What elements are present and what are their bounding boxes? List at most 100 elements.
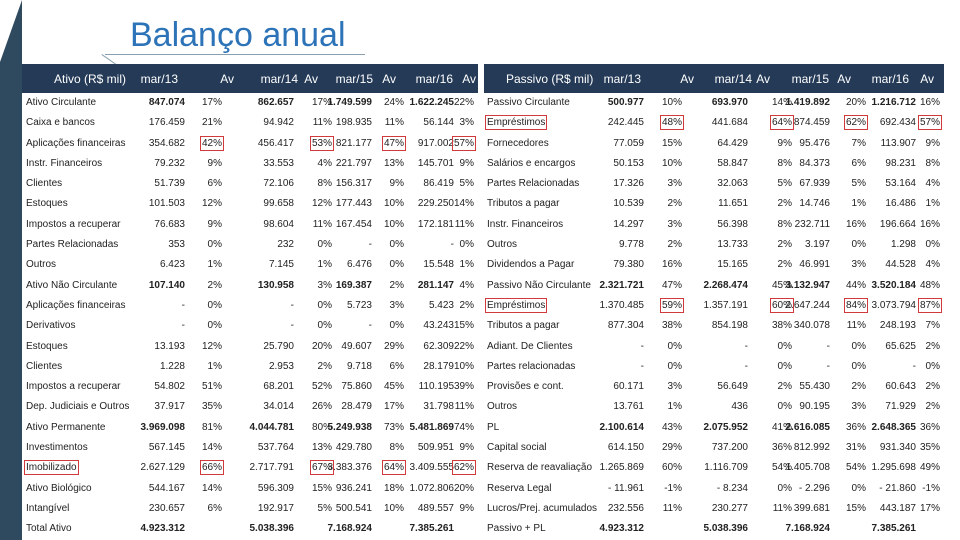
cell-value: 33.553 xyxy=(263,157,294,169)
cell-percent: 62% xyxy=(843,115,869,131)
cell-percent: 51% xyxy=(201,381,222,393)
table-row: Estoques 101.503 12% 99.658 12% 177.443 10% 229… xyxy=(22,194,478,214)
cell-value: 6.423 xyxy=(159,259,185,271)
cell-percent: 1% xyxy=(207,360,222,372)
cell-percent: 2% xyxy=(777,198,792,210)
table-row: Dividendos a Pagar 79.380 16% 15.165 2% 46.99… xyxy=(484,255,944,275)
cell-value: - xyxy=(290,320,294,332)
cell-value: 1.622.245 xyxy=(409,97,455,108)
cell-value: 46.991 xyxy=(799,259,830,271)
cell-value: 32.063 xyxy=(717,178,748,190)
cell-value: 65.625 xyxy=(885,340,916,352)
cell-percent: 74% xyxy=(453,421,474,433)
cell-value: 56.398 xyxy=(717,218,748,230)
cell-value: 693.970 xyxy=(711,97,748,108)
table-row: Lucros/Prej. acumulados 232.556 11% 230.277… xyxy=(484,499,944,519)
table-row: Clientes 1.228 1% 2.953 2% 9.718 6% 28.179 10% xyxy=(22,357,478,377)
table-row: Passivo Circulante 500.977 10% 693.970 14% 1.… xyxy=(484,93,944,113)
cell-percent: 35% xyxy=(919,442,940,454)
cell-value: 14.746 xyxy=(799,198,830,210)
cell-percent: 47% xyxy=(661,279,682,291)
cell-value: 692.434 xyxy=(879,117,916,129)
table-row: Caixa e bancos 176.459 21% 94.942 11% 198.935… xyxy=(22,113,478,133)
cell-value: - xyxy=(826,340,830,352)
cell-percent: 3% xyxy=(317,279,332,291)
cell-value: 71.929 xyxy=(885,401,916,413)
cell-value: 95.476 xyxy=(799,137,830,149)
cell-percent: 11% xyxy=(454,401,474,413)
cell-value: 76.683 xyxy=(154,218,185,230)
cell-percent: 45% xyxy=(771,279,792,291)
cell-value: 113.907 xyxy=(880,137,916,149)
cell-value: 84.373 xyxy=(799,157,830,169)
cell-value: 58.847 xyxy=(717,157,748,169)
cell-value: 7.385.261 xyxy=(871,523,917,535)
ativo-header-row: Ativo (R$ mil) mar/13 Av mar/14 Av mar/15 Av ma… xyxy=(22,64,478,93)
cell-value: 196.664 xyxy=(879,218,916,230)
row-label: Aplicações financeiras xyxy=(26,137,126,149)
table-row: Total Ativo 4.923.312 5.038.396 7.168.924 7.… xyxy=(22,519,478,539)
cell-percent: 7% xyxy=(925,320,940,332)
cell-percent: 1% xyxy=(317,259,332,271)
cell-percent: 54% xyxy=(845,462,866,474)
cell-percent: 6% xyxy=(207,502,222,514)
cell-value: 1.405.708 xyxy=(785,462,831,474)
cell-percent: 1% xyxy=(459,259,474,271)
table-row: Derivativos - 0% - 0% - 0% 43.243 15% xyxy=(22,316,478,336)
cell-percent: 26% xyxy=(311,401,332,413)
cell-percent: 12% xyxy=(201,198,222,210)
cell-percent: 2% xyxy=(317,360,332,372)
cell-percent: 0% xyxy=(851,239,866,251)
cell-value: 489.557 xyxy=(417,502,454,514)
cell-value: 544.167 xyxy=(148,482,185,494)
cell-value: 936.241 xyxy=(335,482,372,494)
cell-percent: 16% xyxy=(661,259,682,271)
cell-value: 3.969.098 xyxy=(140,421,186,433)
cell-value: 60.171 xyxy=(613,381,644,393)
cell-value: 877.304 xyxy=(607,320,644,332)
cell-value: - xyxy=(181,299,185,311)
cell-value: 500.541 xyxy=(335,502,372,514)
cell-value: 167.454 xyxy=(335,218,372,230)
cell-percent: 15% xyxy=(453,320,474,332)
cell-value: - 11.961 xyxy=(608,482,644,494)
cell-value: 812.992 xyxy=(793,442,830,454)
row-label: Passivo Circulante xyxy=(487,97,570,108)
cell-percent: 60% xyxy=(661,462,682,474)
cell-percent: 48% xyxy=(659,115,685,131)
ativo-header-col: mar/13 xyxy=(140,72,178,86)
cell-percent: 10% xyxy=(383,218,404,230)
table-row: Dep. Judiciais e Outros 37.917 35% 34.014 26… xyxy=(22,397,478,417)
cell-value: 4.923.312 xyxy=(599,523,645,535)
table-row: Reserva de reavaliação 1.265.869 60% 1.116.… xyxy=(484,458,944,478)
cell-percent: 6% xyxy=(207,178,222,190)
cell-percent: 9% xyxy=(207,218,222,230)
cell-value: 281.147 xyxy=(417,279,454,291)
row-label: Impostos a recuperar xyxy=(26,381,121,393)
cell-value: 1.357.191 xyxy=(703,299,749,311)
cell-value: 94.942 xyxy=(263,117,294,129)
cell-value: 1.295.698 xyxy=(871,462,917,474)
cell-value: 3.197 xyxy=(804,239,830,251)
passivo-header-col: Av xyxy=(920,72,934,86)
cell-percent: 45% xyxy=(383,381,404,393)
cell-value: 537.764 xyxy=(257,442,294,454)
row-label: Impostos a recuperar xyxy=(26,218,121,230)
cell-percent: 0% xyxy=(317,239,332,251)
cell-percent: 1% xyxy=(851,198,866,210)
cell-percent: 21% xyxy=(201,117,222,129)
cell-percent: 0% xyxy=(207,239,222,251)
cell-value: 232 xyxy=(277,239,294,251)
cell-value: 567.145 xyxy=(148,442,185,454)
cell-value: 500.977 xyxy=(607,97,644,108)
decorative-sidebar xyxy=(0,0,22,540)
cell-value: - xyxy=(640,340,644,352)
cell-percent: 53% xyxy=(309,135,335,151)
cell-percent: 17% xyxy=(383,401,404,413)
row-label: Adiant. De Clientes xyxy=(487,340,573,352)
cell-percent: 11% xyxy=(312,218,332,230)
cell-value: 169.387 xyxy=(335,279,372,291)
cell-value: 156.317 xyxy=(335,178,372,190)
cell-percent: 2% xyxy=(925,381,940,393)
cell-percent: 0% xyxy=(777,360,792,372)
